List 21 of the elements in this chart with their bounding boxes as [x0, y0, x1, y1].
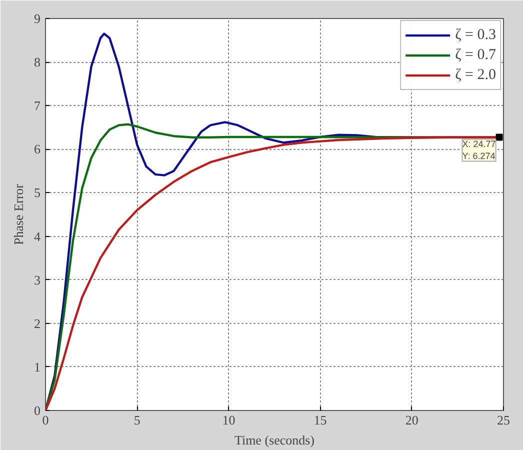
y-tick-label: 0: [34, 403, 40, 418]
y-tick-label: 2: [34, 316, 40, 331]
x-axis-title: Time (seconds): [234, 432, 315, 448]
x-tick-label: 10: [222, 412, 236, 428]
y-tick-label: 6: [34, 142, 41, 157]
x-tick-label: 25: [497, 412, 510, 428]
y-tick-label: 8: [34, 54, 40, 70]
y-tick-label: 4: [34, 228, 41, 244]
y-tick-label: 5: [34, 185, 40, 200]
y-tick-label: 1: [34, 359, 40, 374]
y-axis-title: Phase Error: [11, 183, 26, 246]
y-tick-label: 3: [34, 272, 40, 288]
legend-label: ζ = 0.3: [455, 26, 496, 44]
legend-label: ζ = 0.7: [455, 46, 496, 64]
x-tick-label: 15: [314, 412, 327, 428]
legend-label: ζ = 2.0: [455, 66, 496, 84]
x-tick-label: 20: [405, 412, 418, 428]
annotation: X: 24.77 Y: 6.274: [462, 139, 496, 162]
y-tick-label: 9: [34, 11, 40, 26]
y-tick-label: 7: [34, 98, 41, 114]
x-tick-label: 5: [134, 412, 140, 428]
